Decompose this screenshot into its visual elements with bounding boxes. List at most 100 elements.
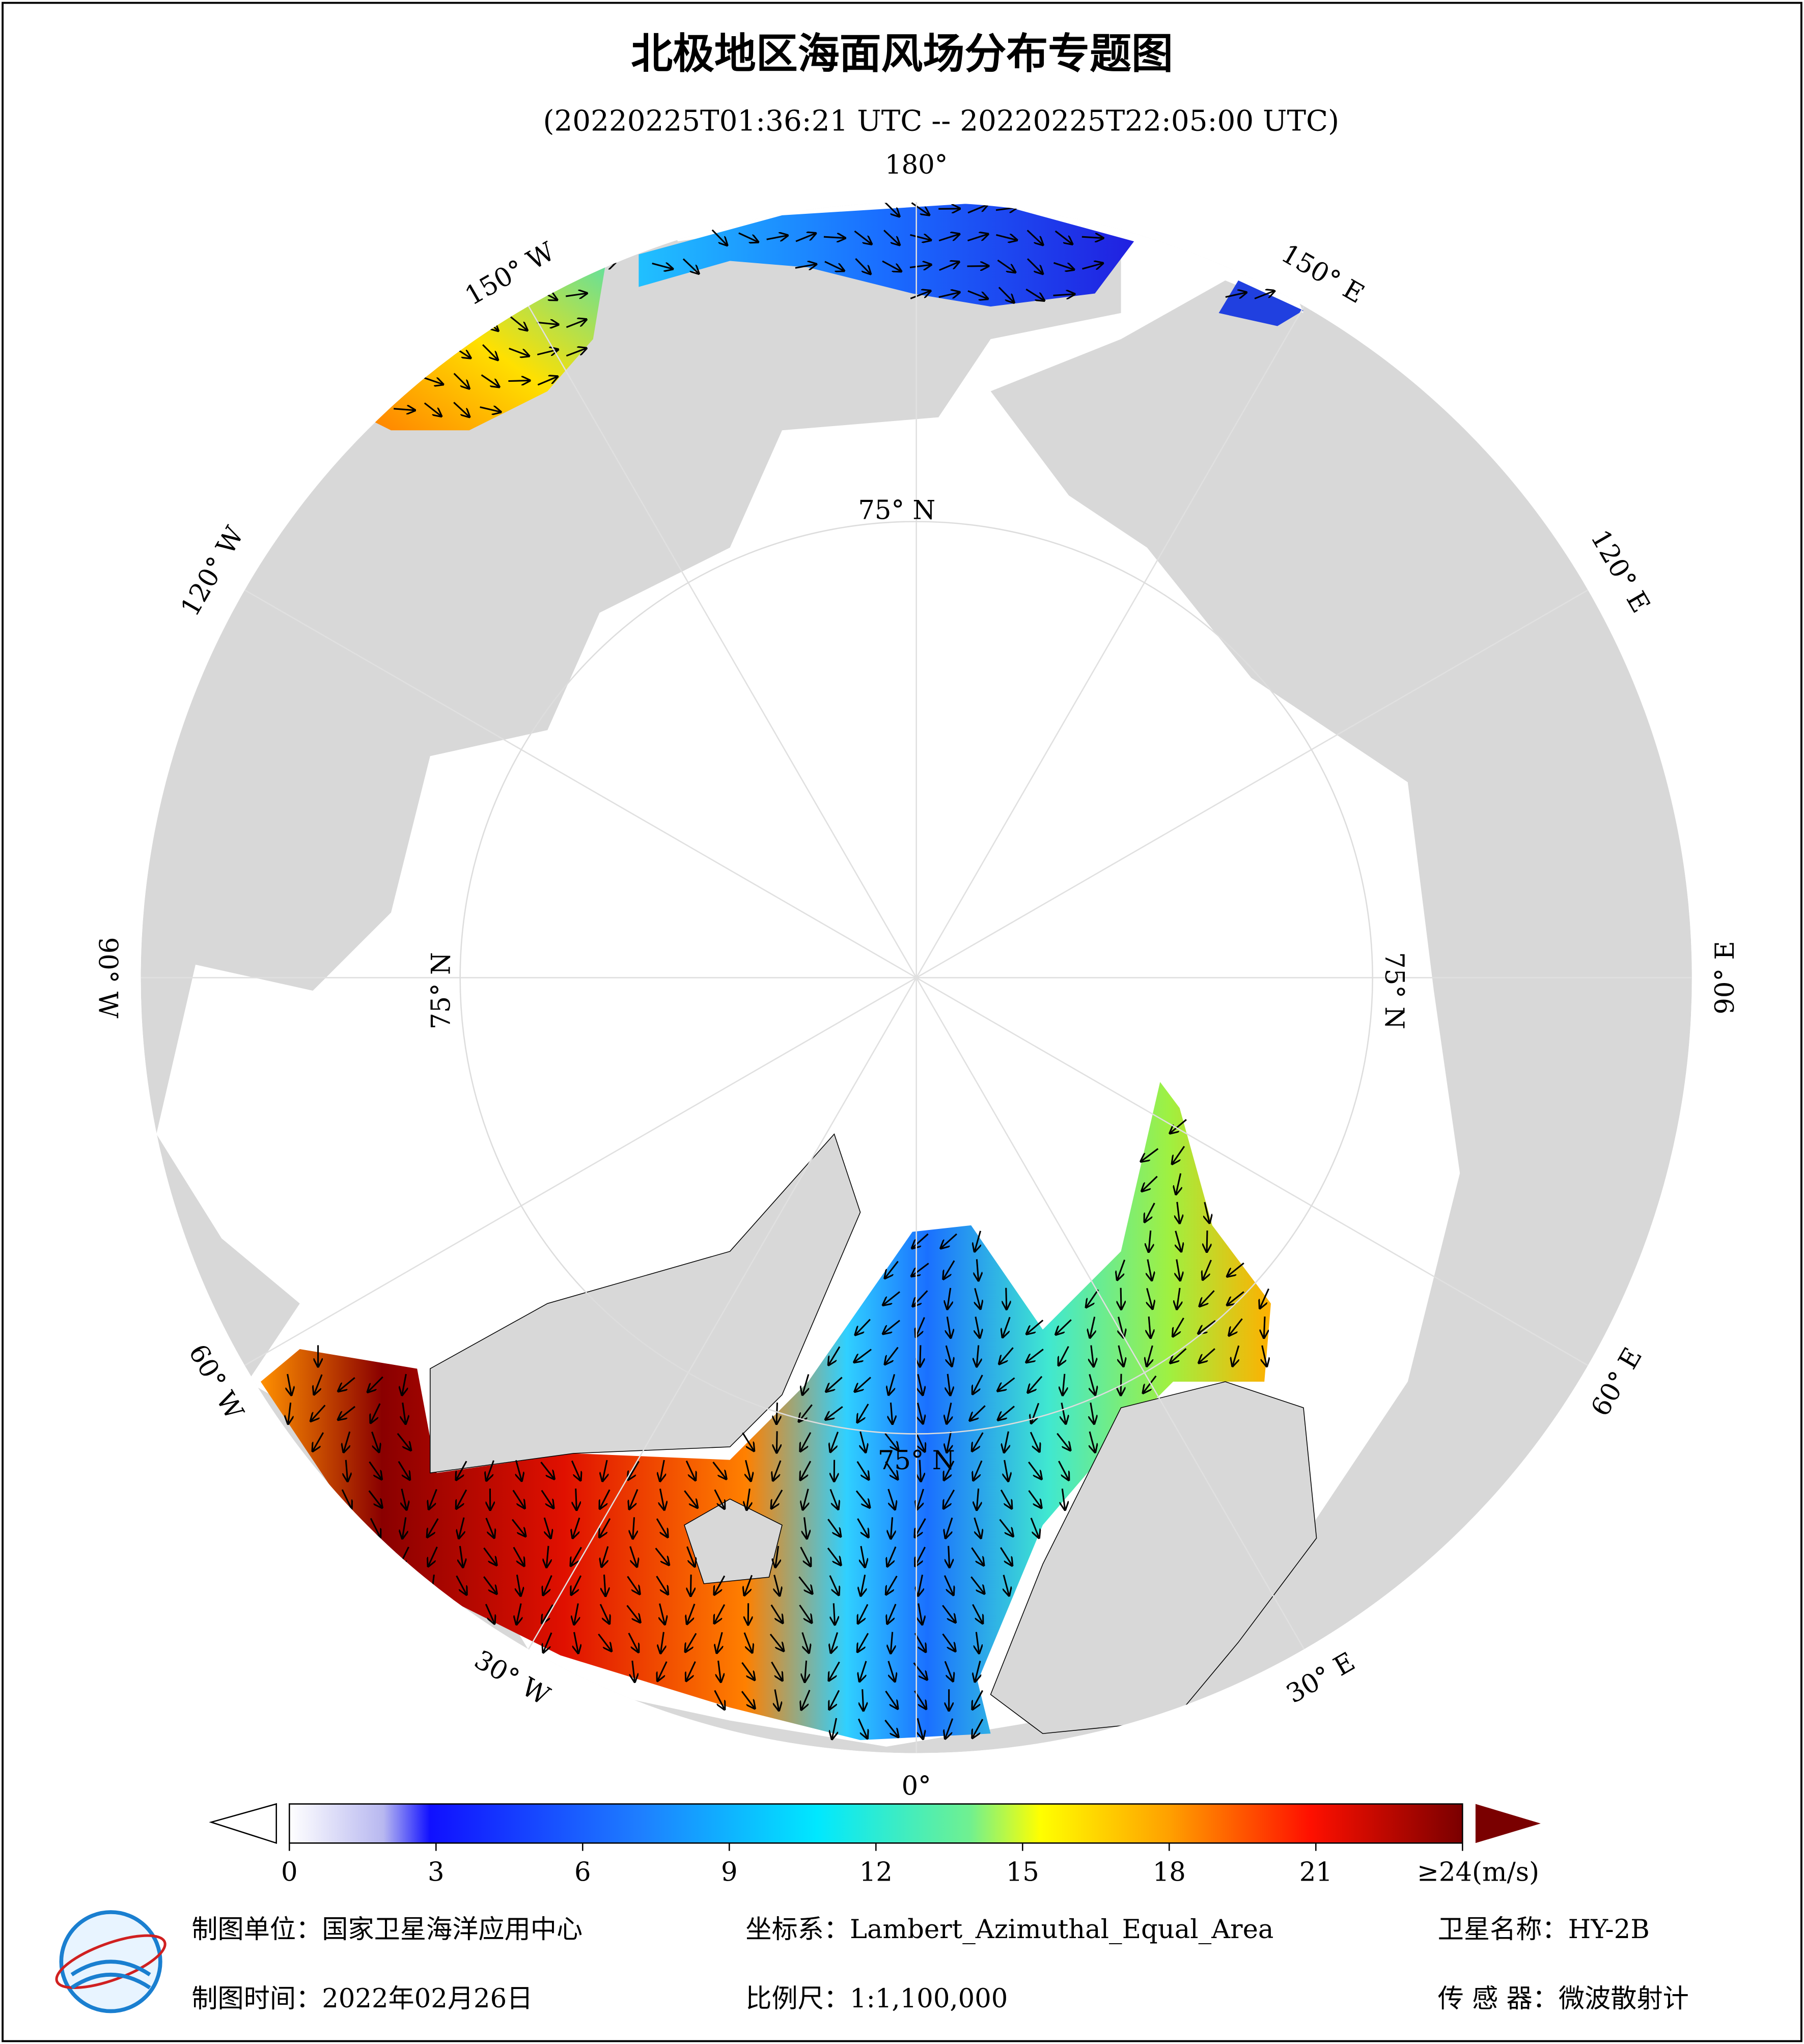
wind-field xyxy=(365,261,606,431)
wind-arrow xyxy=(912,1233,929,1248)
wind-arrow xyxy=(967,234,987,242)
wind-arrow xyxy=(1005,1460,1008,1480)
wind-arrow xyxy=(745,1460,751,1480)
wind-arrow xyxy=(603,1460,607,1480)
wind-arrow xyxy=(824,261,844,271)
wind-arrow xyxy=(1173,1145,1185,1164)
wind-arrow xyxy=(571,1575,582,1594)
footer-crs: 坐标系：Lambert_Azimuthal_Equal_Area xyxy=(745,1914,1273,1945)
wind-arrow xyxy=(566,348,586,357)
colorbar-tick-label: 6 xyxy=(574,1857,591,1888)
wind-arrow xyxy=(944,1461,955,1480)
wind-arrow xyxy=(1025,288,1044,300)
wind-arrow xyxy=(660,1603,665,1624)
meridian xyxy=(916,586,1594,978)
wind-arrow xyxy=(1147,1345,1152,1365)
wind-arrow xyxy=(920,1460,921,1481)
wind-arrow xyxy=(948,1287,951,1309)
wind-arrow xyxy=(883,1320,900,1334)
colorbar-tick-label: 3 xyxy=(428,1857,445,1888)
wind-arrow xyxy=(891,1402,892,1423)
wind-arrow xyxy=(394,409,414,410)
wind-arrow xyxy=(973,1690,984,1709)
title: 北极地区海面风场分布专题图 xyxy=(631,30,1173,78)
wind-arrow xyxy=(891,1632,892,1653)
meridian xyxy=(238,977,917,1369)
wind-arrow xyxy=(339,1406,356,1419)
wind-arrow xyxy=(711,229,727,245)
meridian xyxy=(916,977,1594,1369)
wind-arrow xyxy=(288,1402,291,1423)
wind-arrow xyxy=(944,1489,955,1508)
wind-arrow xyxy=(632,1660,635,1682)
wind-field xyxy=(639,202,1134,307)
wind-arrow xyxy=(599,1604,609,1623)
wind-field xyxy=(260,1082,1271,1741)
wind-arrow xyxy=(627,1576,640,1594)
wind-arrow xyxy=(574,1632,578,1653)
wind-arrow xyxy=(512,1490,524,1507)
wind-arrow xyxy=(685,1460,695,1480)
wind-arrow xyxy=(546,1546,548,1567)
wind-arrow xyxy=(604,1574,606,1595)
wind-arrow xyxy=(571,1460,580,1480)
meridian xyxy=(915,977,1308,1656)
wind-arrow xyxy=(314,1374,323,1394)
wind-arrow xyxy=(718,1660,721,1682)
wind-arrow xyxy=(629,1546,637,1566)
wind-arrow xyxy=(859,1661,867,1681)
wind-arrow xyxy=(1053,262,1074,269)
wind-arrow xyxy=(1090,1431,1095,1452)
meridian-label: 60° E xyxy=(1585,1342,1648,1421)
wind-arrow xyxy=(1144,1375,1157,1393)
wind-arrow xyxy=(686,1546,695,1566)
wind-arrow xyxy=(970,1576,984,1593)
wind-arrow xyxy=(854,1349,872,1362)
wind-arrow xyxy=(795,234,815,242)
wind-arrow xyxy=(942,1633,955,1650)
wind-arrow xyxy=(826,1377,843,1391)
wind-arrow xyxy=(823,237,845,238)
wind-arrow xyxy=(371,1431,379,1451)
wind-arrow xyxy=(397,1433,410,1450)
wind-arrow xyxy=(998,1406,1015,1419)
wind-arrow xyxy=(800,1432,812,1451)
colorbar-tick-label: 0 xyxy=(281,1857,298,1888)
wind-arrow xyxy=(714,1604,726,1623)
wind-arrow xyxy=(712,1462,726,1478)
meridian xyxy=(915,300,1308,978)
wind-arrow xyxy=(600,1489,610,1508)
wind-arrow xyxy=(795,264,816,268)
meridian xyxy=(524,300,917,978)
wind-arrow xyxy=(915,1432,925,1451)
wind-arrow xyxy=(967,290,987,299)
wind-arrow xyxy=(829,1661,840,1681)
wind-arrow xyxy=(626,1605,640,1622)
wind-arrow xyxy=(776,1402,777,1423)
wind-arrow xyxy=(541,1490,553,1507)
wind-arrow xyxy=(453,373,469,388)
wind-arrow xyxy=(423,376,443,384)
footer-scale: 比例尺：1:1,100,000 xyxy=(745,1983,1008,2014)
wind-arrow xyxy=(517,1603,521,1624)
wind-arrow xyxy=(368,1376,383,1392)
wind-arrow xyxy=(863,1689,864,1710)
wind-arrow xyxy=(1026,1349,1044,1362)
wind-arrow xyxy=(857,1404,869,1422)
footer-date: 制图时间：2022年02月26日 xyxy=(191,1983,533,2014)
wind-arrow xyxy=(861,1431,866,1452)
wind-arrow xyxy=(798,1576,812,1593)
wind-arrow xyxy=(690,1574,691,1595)
wind-arrow xyxy=(738,232,758,242)
wind-arrow xyxy=(1027,1320,1044,1333)
wind-arrow xyxy=(1225,293,1246,297)
wind-arrow xyxy=(946,1718,954,1738)
meridian-label: 30° E xyxy=(1281,1646,1360,1710)
wind-arrow xyxy=(1090,1317,1095,1337)
wind-arrow xyxy=(1030,1432,1039,1451)
wind-arrow xyxy=(998,1377,1015,1391)
wind-arrow xyxy=(344,1431,350,1451)
wind-arrow xyxy=(1032,1403,1040,1422)
wind-arrow xyxy=(771,1661,782,1680)
